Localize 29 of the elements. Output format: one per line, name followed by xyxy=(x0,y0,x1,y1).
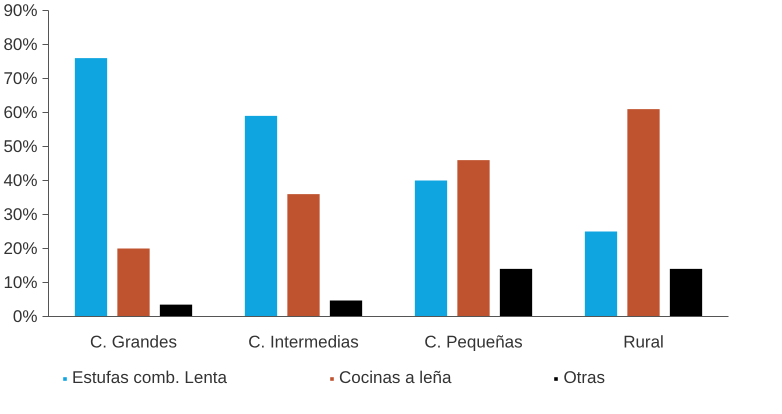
y-tick-label: 40% xyxy=(3,171,38,190)
bar xyxy=(117,248,150,316)
y-tick-label: 20% xyxy=(3,239,38,258)
legend-label: Cocinas a leña xyxy=(338,368,452,388)
x-tick-label: C. Intermedias xyxy=(248,332,359,352)
y-tick-label: 0% xyxy=(12,307,38,326)
y-tick-label: 70% xyxy=(3,69,38,88)
x-tick-label: C. Pequeñas xyxy=(424,332,523,352)
bar xyxy=(457,160,490,316)
legend-label: Otras xyxy=(563,368,606,388)
bar xyxy=(74,58,108,316)
y-tick-label: 30% xyxy=(3,205,38,224)
y-tick-label: 10% xyxy=(3,273,38,292)
bar xyxy=(500,268,532,316)
bar xyxy=(670,268,702,316)
y-tick-label: 90% xyxy=(3,1,38,20)
bar xyxy=(287,194,320,316)
bar xyxy=(584,232,618,316)
bar xyxy=(414,180,448,316)
x-tick-label: C. Grandes xyxy=(90,332,177,352)
y-tick-label: 80% xyxy=(3,35,38,54)
x-tick-label: Rural xyxy=(623,332,664,352)
y-tick-label: 50% xyxy=(3,137,38,156)
bar xyxy=(627,109,660,316)
y-tick-label: 60% xyxy=(3,103,38,122)
bar xyxy=(244,116,278,316)
bar xyxy=(160,304,192,316)
bar xyxy=(330,300,362,316)
legend-label: Estufas comb. Lenta xyxy=(72,368,227,388)
